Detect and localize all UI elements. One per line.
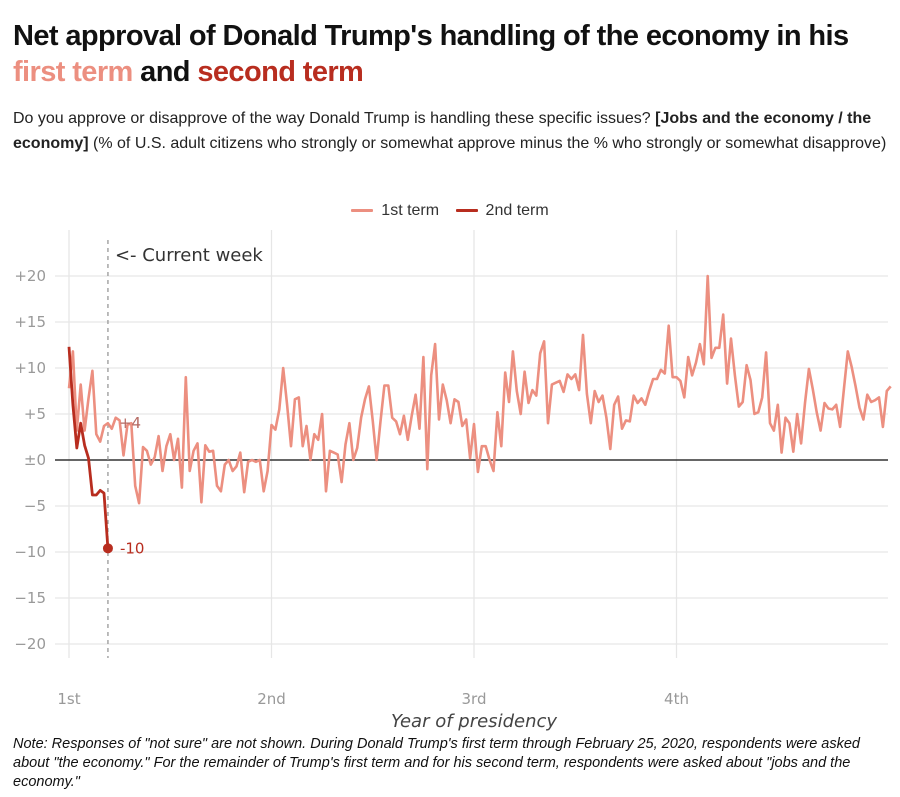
series-line-second-term [67, 346, 110, 549]
second-term-current-label: -10 [120, 539, 145, 557]
current-week-label: <- Current week [115, 245, 263, 266]
subtitle-description: (% of U.S. adult citizens who strongly o… [88, 135, 887, 152]
legend-swatch-second-term [455, 209, 478, 212]
subtitle-question: Do you approve or disapprove of the way … [13, 110, 656, 127]
chart-title: Net approval of Donald Trump's handling … [13, 18, 893, 90]
x-tick-label: 2nd [257, 690, 286, 708]
footnote: Note: Responses of "not sure" are not sh… [13, 736, 860, 790]
legend-label-second-term: 2nd term [485, 201, 549, 219]
x-axis-title: Year of presidency [391, 711, 557, 732]
y-axis-ticks: +20 +15 +10 +5 ±0 −5 −10 −15 −20 [14, 267, 46, 653]
series-line-first-term [67, 274, 892, 505]
title-first-term: first term [13, 56, 133, 88]
y-tick-label: −15 [14, 589, 46, 607]
title-text-and: and [132, 56, 198, 88]
x-tick-label: 1st [57, 690, 80, 708]
legend-swatch-first-term [351, 209, 374, 212]
line-chart: +20 +15 +10 +5 ±0 −5 −10 −15 −20 1st 2nd 3rd 4th <-… [14, 230, 892, 732]
y-tick-label: +5 [24, 405, 46, 423]
first-term-current-label: +4 [119, 414, 141, 432]
legend: 1st term 2nd term [0, 199, 900, 220]
y-tick-label: +20 [14, 267, 46, 285]
y-tick-label: −20 [14, 635, 46, 653]
title-text: Net approval of Donald Trump's handling … [13, 20, 849, 52]
x-axis-ticks: 1st 2nd 3rd 4th [57, 690, 689, 708]
y-tick-label: +15 [14, 313, 46, 331]
title-second-term: second term [197, 56, 364, 88]
second-term-end-point [102, 543, 113, 554]
subtitle-bold-topic: [Jobs and the economy / the economy] [13, 110, 872, 152]
legend-item-second-term: 2nd term [455, 201, 549, 220]
y-tick-label: +10 [14, 359, 46, 377]
legend-label-first-term: 1st term [381, 201, 440, 219]
legend-item-first-term: 1st term [351, 202, 439, 220]
grid-lines [55, 230, 888, 658]
x-tick-label: 3rd [462, 690, 487, 708]
x-tick-label: 4th [664, 690, 689, 708]
y-tick-label: ±0 [24, 451, 46, 469]
chart-subtitle: Do you approve or disapprove of the way … [13, 106, 888, 156]
y-tick-label: −5 [24, 497, 46, 515]
y-tick-label: −10 [14, 543, 46, 561]
